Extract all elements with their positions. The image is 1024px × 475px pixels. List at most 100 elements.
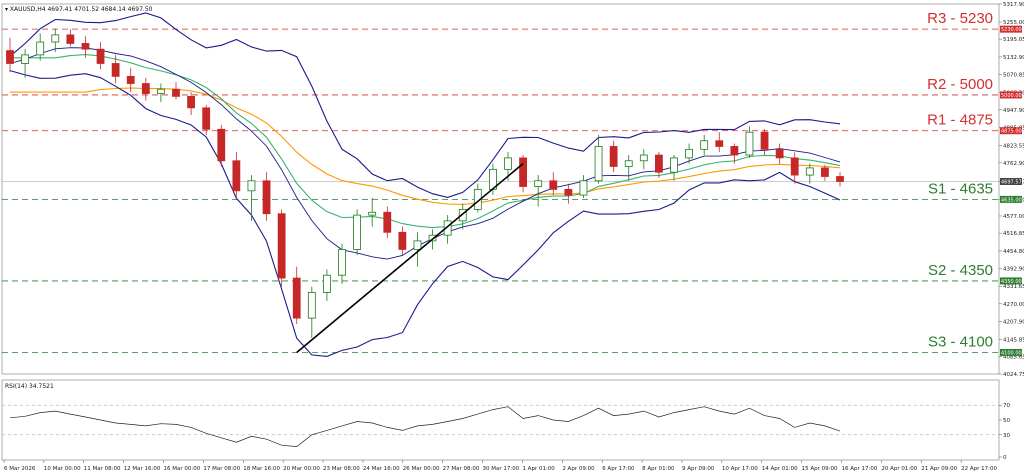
level-label: S2 - 4350 xyxy=(928,262,993,279)
candle xyxy=(172,82,180,100)
level-label: R1 - 4875 xyxy=(927,112,993,129)
candle xyxy=(760,129,769,156)
candle-body xyxy=(594,146,603,182)
candle-body xyxy=(760,131,769,150)
price-tick-label: 5255.00 xyxy=(1003,20,1024,26)
candle-body xyxy=(775,148,784,159)
candle xyxy=(443,215,452,244)
rsi-line xyxy=(9,406,841,447)
time-tick-label: 21 Apr 09:00 xyxy=(921,466,957,472)
candle-body xyxy=(232,160,241,192)
price-tick-label: 4207.90 xyxy=(1003,320,1024,326)
time-tick-label: 18 Mar 16:00 xyxy=(243,466,280,472)
candle xyxy=(323,269,331,301)
time-tick-label: 20 Mar 00:00 xyxy=(283,466,320,472)
candle-body xyxy=(202,107,211,130)
rsi-tick-label: 70 xyxy=(1003,403,1010,409)
candle xyxy=(790,152,799,184)
candle xyxy=(217,125,226,167)
candle-body xyxy=(790,157,799,176)
bollinger-upper-band xyxy=(9,12,841,198)
time-tick-label: 6 Apr 17:00 xyxy=(602,466,635,472)
time-tick-label: 8 Apr 01:00 xyxy=(642,466,675,472)
candle-body xyxy=(187,95,195,109)
price-tick-label: 4947.90 xyxy=(1003,108,1024,114)
current-price-tag-box xyxy=(1000,177,1022,185)
candle xyxy=(51,28,60,53)
candle xyxy=(534,175,543,207)
candle xyxy=(836,172,844,187)
candle xyxy=(639,149,648,170)
trendline xyxy=(296,163,524,354)
level-label: S3 - 4100 xyxy=(928,333,993,350)
candle-body xyxy=(534,180,543,187)
level-tag-box xyxy=(1000,91,1022,99)
candle-body xyxy=(579,180,588,196)
candle xyxy=(458,203,467,230)
candle-body xyxy=(141,83,150,94)
time-tick-label: 2 Apr 09:00 xyxy=(562,466,595,472)
level-tag-text: 5000.00 xyxy=(1001,93,1022,99)
candle xyxy=(609,140,618,173)
candle-body xyxy=(51,34,60,43)
candle xyxy=(36,33,45,61)
candle-body xyxy=(338,249,346,276)
price-tick-label: 4145.85 xyxy=(1003,337,1024,343)
candle xyxy=(519,155,527,193)
level-label: R3 - 5230 xyxy=(927,10,993,27)
price-tick-label: 4516.85 xyxy=(1003,231,1024,237)
candle xyxy=(549,172,558,196)
candle-body xyxy=(292,277,301,319)
candle-body xyxy=(21,54,29,64)
time-tick-label: 20 Apr 01:00 xyxy=(881,466,917,472)
candle-body xyxy=(821,167,829,177)
time-tick-label: 10 Mar 00:00 xyxy=(44,466,81,472)
price-tick-label: 4823.55 xyxy=(1003,143,1024,149)
candle xyxy=(292,266,301,324)
candle xyxy=(353,209,361,256)
candle-body xyxy=(624,160,633,167)
time-tick-label: 26 Mar 00:00 xyxy=(403,466,440,472)
candle xyxy=(700,135,709,156)
candle xyxy=(413,232,422,267)
time-tick-label: 17 Mar 08:00 xyxy=(203,466,240,472)
candle-body xyxy=(730,146,739,156)
candle xyxy=(670,155,678,181)
candle xyxy=(338,243,346,284)
rsi-panel-frame xyxy=(1,379,1000,461)
level-tag-text: 4635.00 xyxy=(1001,197,1022,203)
price-tick-label: 4331.65 xyxy=(1003,284,1024,290)
candle-body xyxy=(443,220,452,236)
candle xyxy=(821,165,829,181)
candle xyxy=(262,172,271,221)
current-price-tag-text: 4697.57 xyxy=(1001,179,1022,185)
time-tick-label: 24 Mar 16:00 xyxy=(363,466,400,472)
candle xyxy=(368,197,377,227)
time-tick-label: 16 Apr 17:00 xyxy=(841,466,877,472)
time-tick-label: 6 Mar 2026 xyxy=(4,466,36,472)
candle xyxy=(202,104,211,136)
candle xyxy=(21,49,29,78)
candles xyxy=(6,28,844,339)
candle-body xyxy=(323,274,331,293)
time-tick-label: 1 Apr 01:00 xyxy=(522,466,555,472)
level-tag-text: 5230.00 xyxy=(1001,27,1022,33)
candle xyxy=(277,209,286,287)
time-axis: 6 Mar 2026 10 Mar 00:00 11 Mar 08:00 12 Mar… xyxy=(3,460,997,472)
candle-body xyxy=(96,48,105,64)
candle xyxy=(307,286,316,339)
level-tag-box xyxy=(1000,195,1022,203)
moving-average-green xyxy=(10,54,841,229)
candle-body xyxy=(368,211,377,216)
candle-body xyxy=(217,128,226,162)
candle-body xyxy=(609,146,618,167)
candle xyxy=(398,226,407,256)
rsi-tick-label: 50 xyxy=(1003,418,1010,424)
candle-body xyxy=(805,167,814,176)
rsi-title-label: RSI(14) 34.7521 xyxy=(5,383,54,390)
candle xyxy=(96,42,105,70)
candle-body xyxy=(715,140,724,147)
candle xyxy=(564,183,573,204)
candle xyxy=(126,67,135,93)
